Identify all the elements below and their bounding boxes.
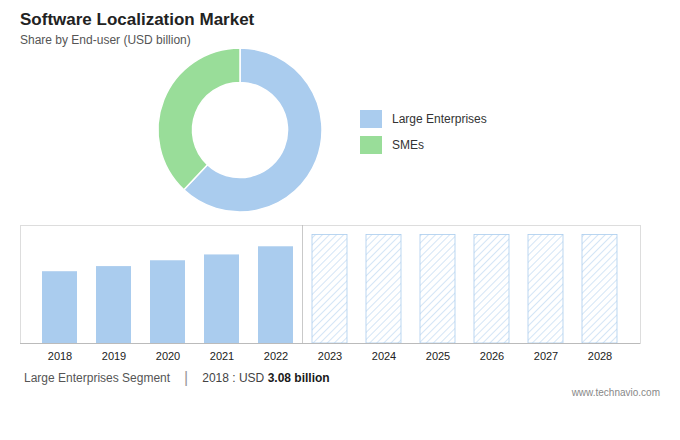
svg-text:2022: 2022 [264,350,288,362]
svg-text:2023: 2023 [318,350,342,362]
svg-text:2025: 2025 [426,350,450,362]
html-text:www.technavio.com: www.technavio.com [571,387,660,398]
svg-text:2027: 2027 [534,350,558,362]
html-text:Large Enterprises: Large Enterprises [392,112,487,126]
svg-text:2021: 2021 [210,350,234,362]
svg-text:2026: 2026 [480,350,504,362]
svg-text:2020: 2020 [156,350,180,362]
svg-text:2024: 2024 [372,350,396,362]
html-text:2018 : USD 3.08 billion: 2018 : USD 3.08 billion [202,371,330,385]
html-text:Large Enterprises Segment: Large Enterprises Segment [24,371,171,385]
svg-text:2018: 2018 [48,350,72,362]
svg-text:2019: 2019 [102,350,126,362]
html-text:SMEs: SMEs [392,138,424,152]
html-text:Software Localization Market: Software Localization Market [20,10,255,29]
html-text:Share by End-user (USD billion: Share by End-user (USD billion) [20,33,191,47]
svg-text:2028: 2028 [588,350,612,362]
